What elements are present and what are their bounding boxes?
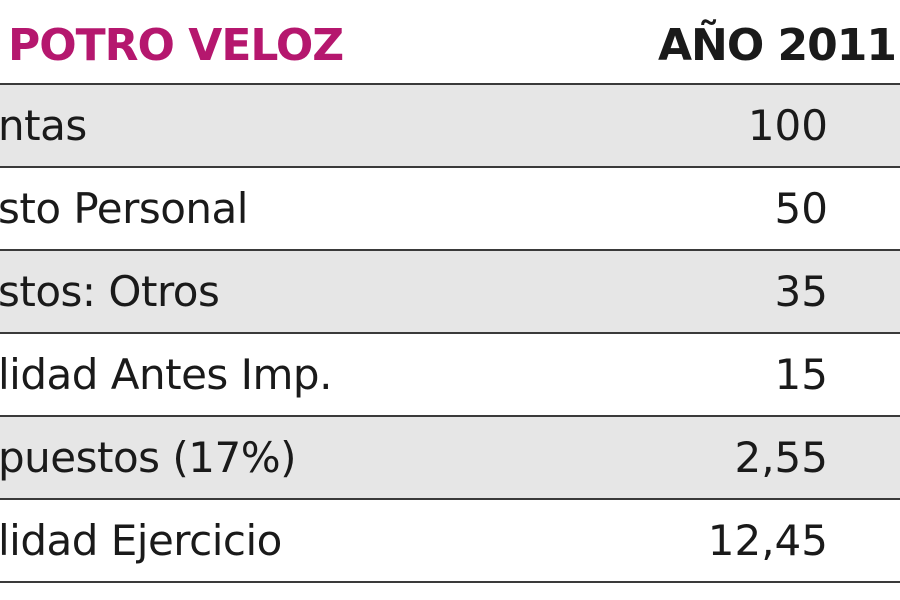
- table-header: POTRO VELOZ AÑO 2011: [0, 0, 900, 84]
- row-label: lidad Ejercicio: [0, 516, 282, 565]
- row-value: 35: [774, 267, 828, 316]
- table-row: lidad Ejercicio 12,45: [0, 498, 900, 583]
- row-label: puestos (17%): [0, 433, 297, 482]
- table-row: sto Personal 50: [0, 166, 900, 249]
- row-label: stos: Otros: [0, 267, 220, 316]
- table-row: lidad Antes Imp. 15: [0, 332, 900, 415]
- row-label: lidad Antes Imp.: [0, 350, 332, 399]
- row-value: 12,45: [707, 516, 828, 565]
- table-title: POTRO VELOZ: [8, 20, 344, 71]
- table-body: ntas 100 sto Personal 50 stos: Otros 35 lidad …: [0, 83, 900, 583]
- row-value: 100: [747, 101, 828, 150]
- table-row: ntas 100: [0, 83, 900, 166]
- row-value: 15: [774, 350, 828, 399]
- row-label: ntas: [0, 101, 87, 150]
- column-header-year: AÑO 2011: [657, 20, 897, 71]
- row-label: sto Personal: [0, 184, 248, 233]
- row-value: 50: [774, 184, 828, 233]
- table-row: puestos (17%) 2,55: [0, 415, 900, 498]
- row-value: 2,55: [734, 433, 828, 482]
- table-row: stos: Otros 35: [0, 249, 900, 332]
